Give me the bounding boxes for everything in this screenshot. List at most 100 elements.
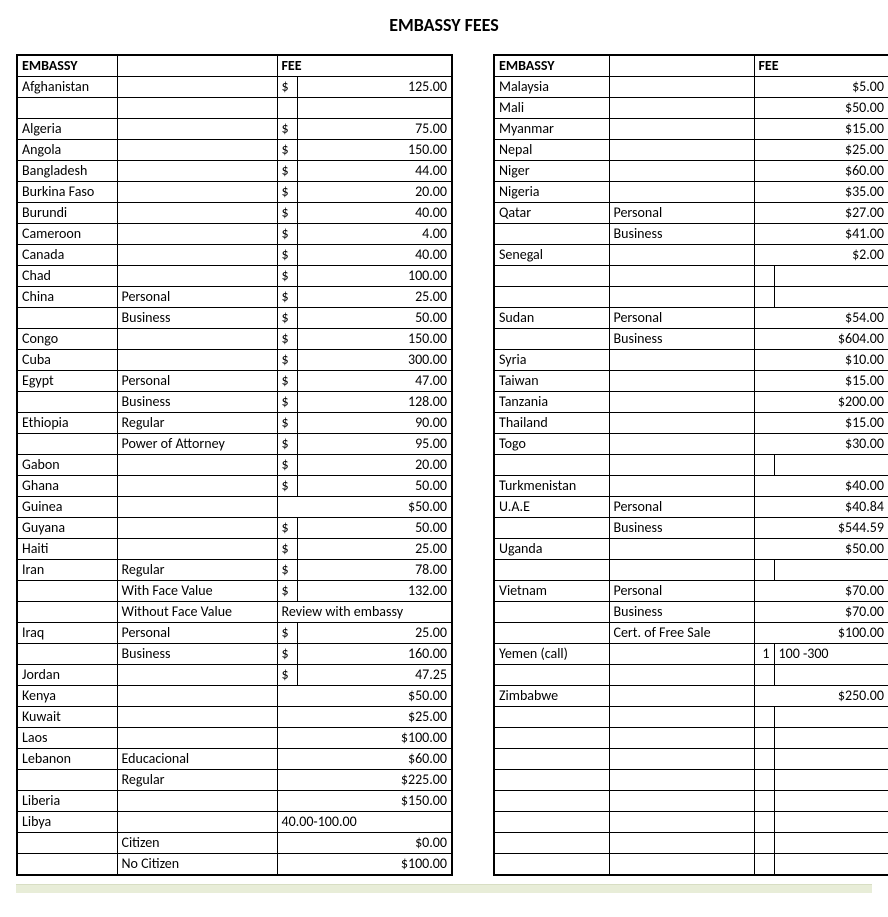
table-row: Business$160.00 [17, 644, 452, 665]
cell-fee-amount [774, 812, 888, 833]
cell-fee-amount [774, 665, 888, 686]
table-row [494, 728, 888, 749]
table-row: Turkmenistan$40.00 [494, 476, 888, 497]
cell-type: Personal [609, 308, 754, 329]
cell-fee-amount: 50.00 [297, 308, 452, 329]
col-type [117, 55, 277, 77]
table-row: Nigeria$35.00 [494, 182, 888, 203]
table-row: EgyptPersonal$47.00 [17, 371, 452, 392]
cell-embassy [494, 287, 609, 308]
cell-type [609, 119, 754, 140]
cell-fee-sym [754, 770, 774, 791]
table-row: ChinaPersonal$25.00 [17, 287, 452, 308]
cell-fee-text: $225.00 [277, 770, 452, 791]
cell-embassy [494, 266, 609, 287]
cell-fee-text: $200.00 [754, 392, 888, 413]
cell-fee-amount: 47.00 [297, 371, 452, 392]
cell-embassy [17, 581, 117, 602]
table-row: Cuba$300.00 [17, 350, 452, 371]
cell-embassy [17, 98, 117, 119]
table-row: Power of Attorney$95.00 [17, 434, 452, 455]
cell-embassy: Algeria [17, 119, 117, 140]
cell-embassy: Cuba [17, 350, 117, 371]
cell-embassy: Libya [17, 812, 117, 833]
cell-type: Business [117, 392, 277, 413]
table-row: Jordan$47.25 [17, 665, 452, 686]
fees-table-right: EMBASSY FEE Malaysia$5.00Mali$50.00Myanm… [493, 54, 888, 876]
cell-fee-text: $60.00 [277, 749, 452, 770]
table-row: Tanzania$200.00 [494, 392, 888, 413]
table-row [494, 266, 888, 287]
table-row: IranRegular$78.00 [17, 560, 452, 581]
cell-fee-text: $50.00 [754, 98, 888, 119]
cell-fee-amount: 150.00 [297, 140, 452, 161]
cell-embassy [494, 770, 609, 791]
cell-embassy: Senegal [494, 245, 609, 266]
cell-fee-amount [774, 749, 888, 770]
cell-fee-text: $15.00 [754, 413, 888, 434]
cell-fee-text: 40.00-100.00 [277, 812, 452, 833]
table-header-row: EMBASSY FEE [494, 55, 888, 77]
cell-embassy: Angola [17, 140, 117, 161]
cell-embassy: Mali [494, 98, 609, 119]
cell-fee-sym: $ [277, 644, 297, 665]
cell-type [609, 707, 754, 728]
cell-fee-sym: $ [277, 371, 297, 392]
table-row: Taiwan$15.00 [494, 371, 888, 392]
cell-fee-amount: 90.00 [297, 413, 452, 434]
cell-type [117, 812, 277, 833]
table-row: Guyana$50.00 [17, 518, 452, 539]
cell-embassy: Gabon [17, 455, 117, 476]
cell-embassy [17, 308, 117, 329]
table-row: Thailand$15.00 [494, 413, 888, 434]
table-row: Uganda$50.00 [494, 539, 888, 560]
table-row: Citizen$0.00 [17, 833, 452, 854]
cell-embassy [17, 644, 117, 665]
cell-embassy: Malaysia [494, 77, 609, 98]
cell-type [609, 728, 754, 749]
cell-fee-amount: 40.00 [297, 245, 452, 266]
table-row: QatarPersonal$27.00 [494, 203, 888, 224]
table-row: Burundi$40.00 [17, 203, 452, 224]
cell-type [117, 77, 277, 98]
cell-fee-text: $41.00 [754, 224, 888, 245]
cell-fee-amount [297, 98, 452, 119]
cell-type [609, 455, 754, 476]
cell-fee-sym [754, 812, 774, 833]
table-row: Laos$100.00 [17, 728, 452, 749]
cell-embassy: Jordan [17, 665, 117, 686]
tables-wrap: EMBASSY FEE Afghanistan$125.00Algeria$75… [16, 54, 872, 876]
cell-type [609, 434, 754, 455]
table-row: Business$50.00 [17, 308, 452, 329]
cell-embassy [17, 770, 117, 791]
cell-type [117, 98, 277, 119]
table-row: Business$544.59 [494, 518, 888, 539]
cell-fee-text: $100.00 [277, 854, 452, 876]
cell-type [117, 350, 277, 371]
cell-type [609, 854, 754, 876]
table-row [494, 833, 888, 854]
cell-fee-amount [774, 791, 888, 812]
cell-type [609, 182, 754, 203]
cell-fee-amount: 50.00 [297, 518, 452, 539]
cell-type [609, 833, 754, 854]
cell-embassy [17, 602, 117, 623]
cell-fee-sym: $ [277, 224, 297, 245]
cell-fee-sym: $ [277, 203, 297, 224]
cell-fee-sym: $ [277, 161, 297, 182]
col-fee: FEE [754, 55, 888, 77]
cell-type [117, 686, 277, 707]
cell-type [117, 140, 277, 161]
cell-embassy: Burundi [17, 203, 117, 224]
cell-embassy: Togo [494, 434, 609, 455]
cell-type [117, 266, 277, 287]
cell-embassy: Liberia [17, 791, 117, 812]
cell-fee-text: $35.00 [754, 182, 888, 203]
cell-fee-sym: 1 [754, 644, 774, 665]
cell-type [117, 707, 277, 728]
cell-fee-amount [774, 560, 888, 581]
cell-fee-amount [774, 707, 888, 728]
cell-fee-text: $250.00 [754, 686, 888, 707]
cell-type [609, 350, 754, 371]
footer-strip [16, 884, 872, 893]
